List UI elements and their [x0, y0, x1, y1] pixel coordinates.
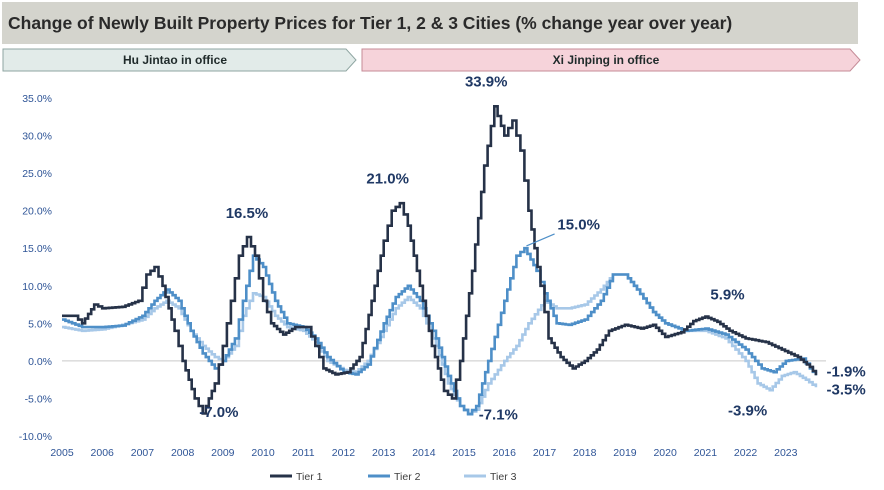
- callout-leader: [526, 233, 555, 247]
- y-tick-label: 30.0%: [22, 131, 52, 143]
- y-tick-label: 35.0%: [22, 93, 52, 105]
- x-tick-label: 2021: [694, 447, 718, 459]
- legend-label: Tier 2: [394, 471, 421, 483]
- chart-title-bar: Change of Newly Built Property Prices fo…: [2, 2, 858, 44]
- band-xi-jinping-label: Xi Jinping in office: [553, 53, 660, 67]
- x-tick-label: 2009: [211, 447, 235, 459]
- legend-label: Tier 3: [490, 471, 517, 483]
- data-label: -7.0%: [199, 404, 238, 421]
- data-label: -3.9%: [728, 403, 767, 420]
- y-tick-label: 15.0%: [22, 243, 52, 255]
- y-axis: 35.0% 30.0% 25.0% 20.0% 15.0% 10.0% 5.0% 0.0% -5…: [19, 93, 52, 443]
- x-tick-label: 2018: [573, 447, 597, 459]
- legend-label: Tier 1: [296, 471, 323, 483]
- x-tick-label: 2005: [50, 447, 74, 459]
- data-label: 15.0%: [557, 216, 600, 233]
- data-label: 21.0%: [366, 171, 409, 188]
- data-label: -7.1%: [479, 406, 518, 423]
- x-tick-label: 2013: [372, 447, 396, 459]
- y-tick-label: 20.0%: [22, 206, 52, 218]
- x-tick-label: 2022: [734, 447, 758, 459]
- chart-title: Change of Newly Built Property Prices fo…: [8, 13, 733, 33]
- x-tick-label: 2008: [171, 447, 195, 459]
- y-tick-label: 5.0%: [28, 318, 52, 330]
- x-axis: 2005 2006 2007 2008 2009 2010 2011 2012 2013 2014…: [50, 360, 826, 459]
- band-xi-jinping: [361, 48, 861, 72]
- series-lines: [62, 105, 818, 416]
- legend: Tier 1 Tier 2 Tier 3: [270, 471, 517, 483]
- x-tick-label: 2015: [452, 447, 476, 459]
- data-label: 16.5%: [226, 205, 269, 222]
- x-tick-label: 2017: [533, 447, 557, 459]
- data-annotations: 16.5% -7.0% 21.0% 33.9% -7.1% 15.0% 5.9% -3.9% -…: [199, 74, 865, 424]
- data-label: -1.9%: [827, 364, 866, 381]
- band-hu-jintao: [2, 48, 357, 72]
- y-tick-label: 25.0%: [22, 168, 52, 180]
- series-line-tier-1: [62, 105, 818, 415]
- band-hu-jintao-label: Hu Jintao in office: [123, 53, 227, 67]
- x-tick-label: 2020: [653, 447, 677, 459]
- data-label: 5.9%: [710, 286, 744, 303]
- x-tick-label: 2011: [292, 447, 315, 459]
- x-tick-label: 2010: [251, 447, 275, 459]
- x-tick-label: 2006: [91, 447, 115, 459]
- y-tick-label: 0.0%: [28, 356, 52, 368]
- x-tick-label: 2019: [613, 447, 637, 459]
- series-line-tier-2: [62, 246, 818, 416]
- x-tick-label: 2012: [332, 447, 356, 459]
- data-label: -3.5%: [827, 382, 866, 399]
- y-tick-label: -10.0%: [19, 431, 52, 443]
- y-tick-label: 10.0%: [22, 281, 52, 293]
- x-tick-label: 2014: [412, 447, 436, 459]
- y-tick-label: -5.0%: [25, 393, 52, 405]
- x-tick-label: 2016: [493, 447, 517, 459]
- x-tick-label: 2023: [774, 447, 798, 459]
- data-label: 33.9%: [465, 74, 508, 91]
- x-tick-label: 2007: [131, 447, 155, 459]
